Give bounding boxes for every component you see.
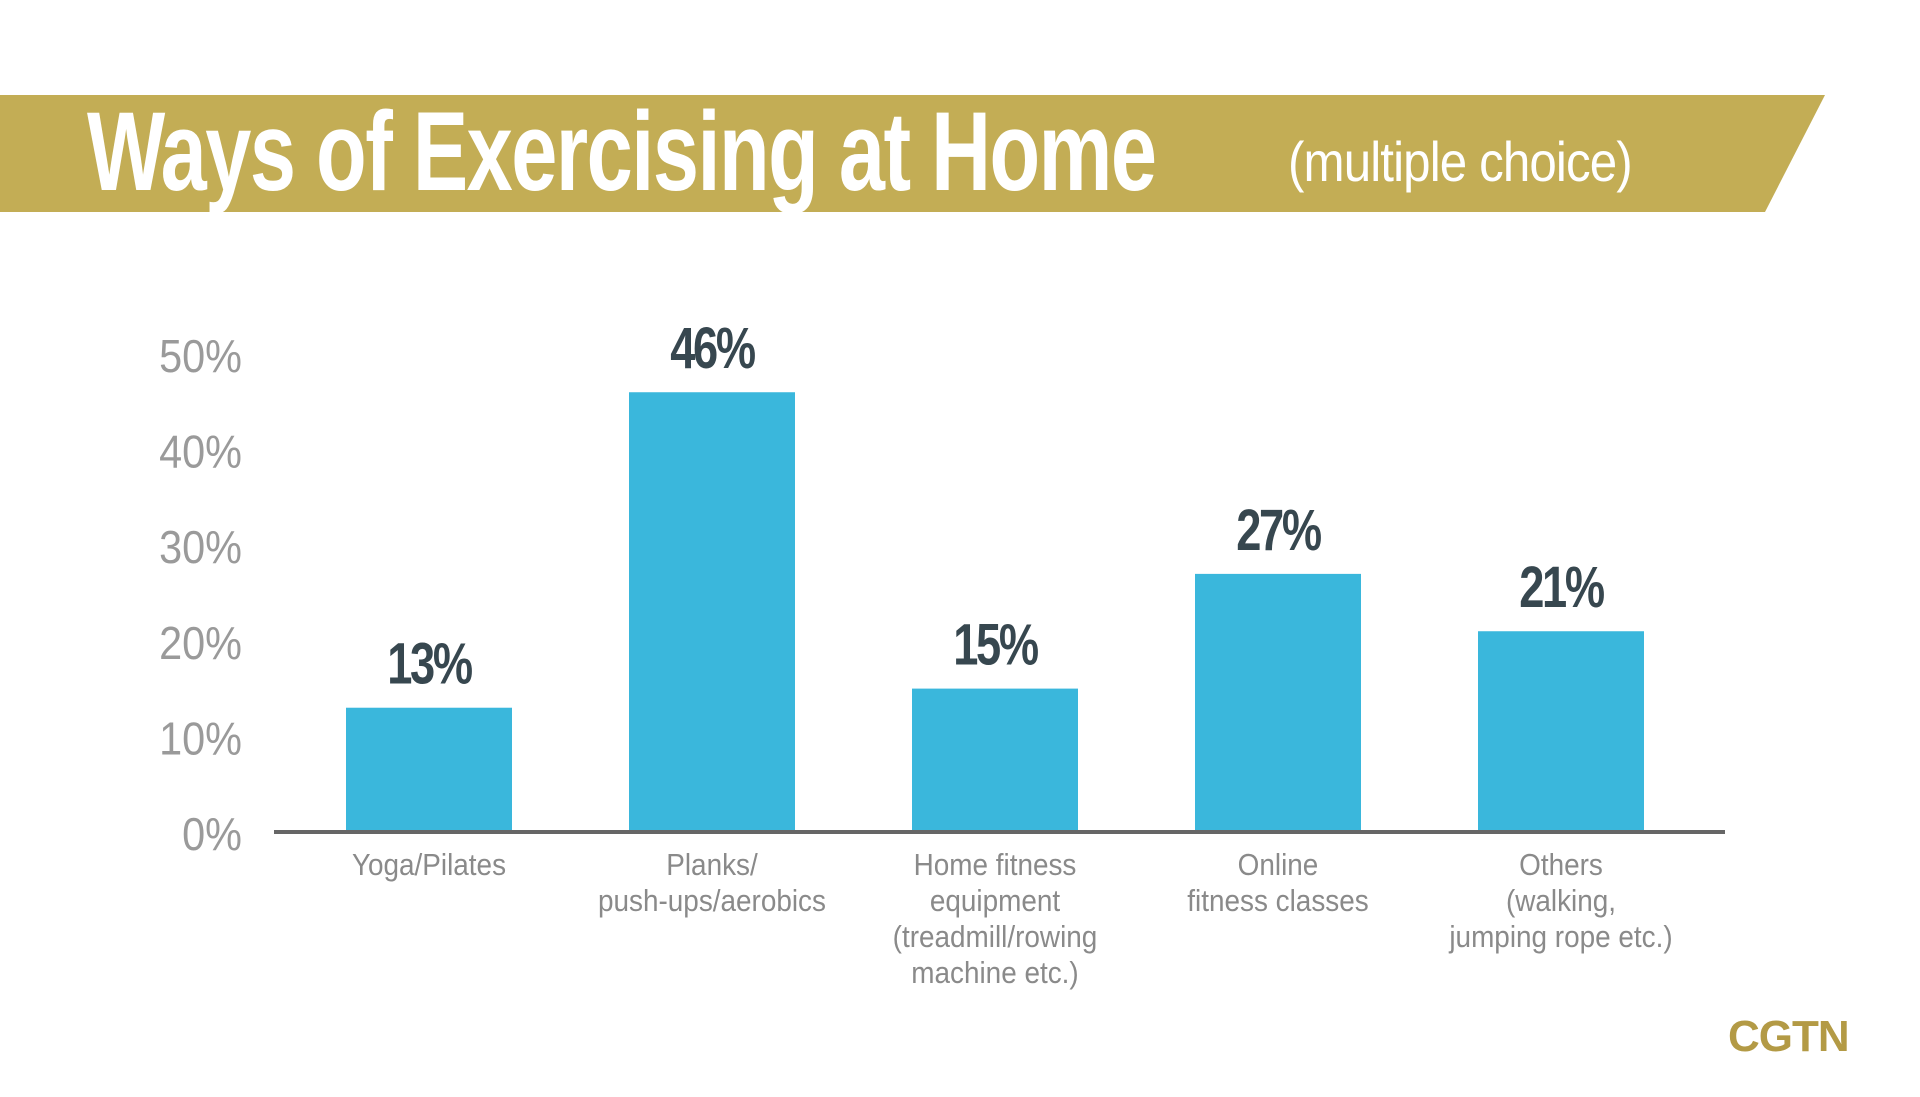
y-tick-label: 0%	[182, 809, 242, 861]
cgtn-logo: CGTN	[1728, 1012, 1850, 1061]
value-label: 27%	[1236, 499, 1321, 564]
category-label: (walking,	[1506, 884, 1616, 919]
bar	[1478, 631, 1644, 832]
value-label: 13%	[387, 632, 472, 697]
chart-title: Ways of Exercising at Home	[87, 89, 1157, 214]
y-tick-label: 50%	[159, 331, 242, 383]
category-label: Home fitness	[914, 848, 1077, 883]
y-tick-label: 10%	[159, 713, 242, 765]
category-label: fitness classes	[1187, 884, 1368, 919]
y-tick-label: 30%	[159, 522, 242, 574]
bar	[629, 392, 795, 832]
chart-subtitle: (multiple choice)	[1288, 130, 1633, 193]
category-label: equipment	[930, 884, 1060, 919]
bar	[346, 707, 512, 832]
value-label: 46%	[670, 317, 755, 382]
bar	[912, 688, 1078, 832]
category-label: (treadmill/rowing	[893, 920, 1098, 955]
value-label: 21%	[1519, 556, 1604, 621]
category-label: Yoga/Pilates	[352, 848, 506, 883]
category-label: push-ups/aerobics	[598, 884, 826, 919]
category-label: machine etc.)	[911, 956, 1078, 991]
category-label: Planks/	[666, 848, 758, 883]
category-label: jumping rope etc.)	[1448, 920, 1672, 955]
y-tick-label: 40%	[159, 427, 242, 479]
bar	[1195, 573, 1361, 832]
value-label: 15%	[953, 613, 1038, 678]
title-banner	[0, 95, 1825, 212]
category-label: Others	[1519, 848, 1603, 883]
y-tick-label: 20%	[159, 618, 242, 670]
category-label: Online	[1238, 848, 1319, 883]
